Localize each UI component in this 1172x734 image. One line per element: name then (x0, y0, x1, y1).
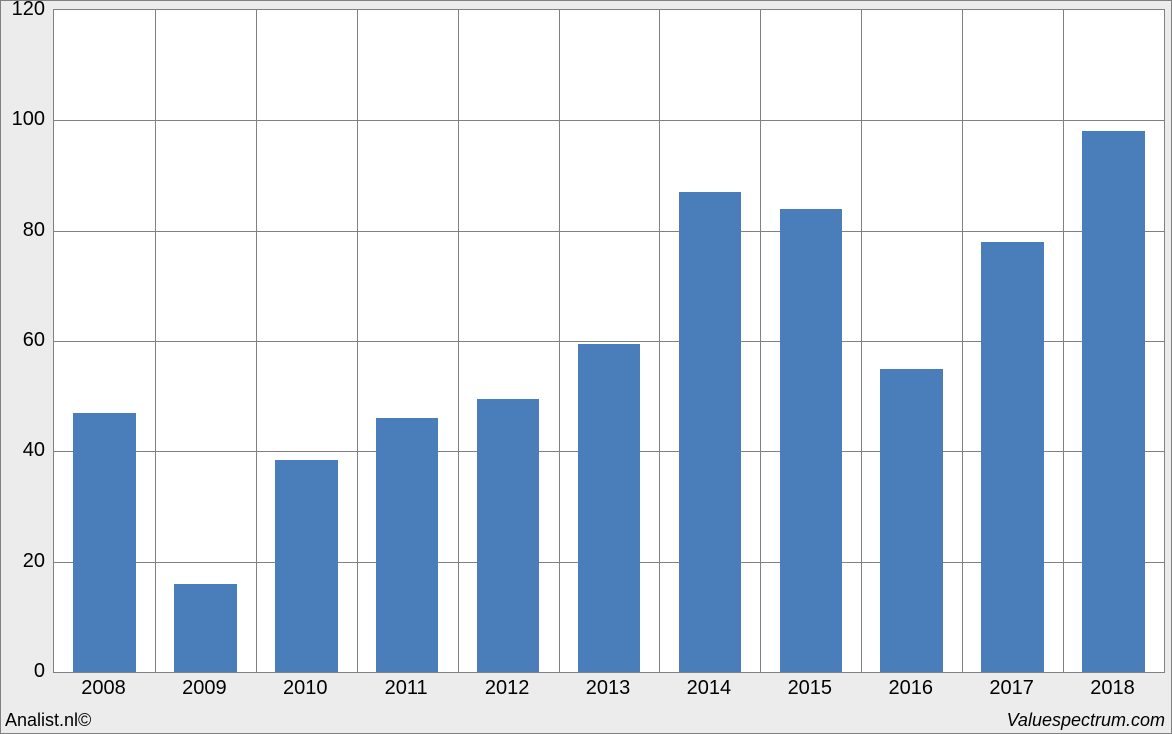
bar (578, 344, 641, 672)
bar (174, 584, 237, 672)
y-tick-label: 0 (1, 660, 45, 683)
bar (477, 399, 540, 672)
gridline-vertical (559, 10, 560, 672)
gridline-vertical (1063, 10, 1064, 672)
gridline-vertical (760, 10, 761, 672)
bar (880, 369, 943, 672)
x-tick-label: 2016 (860, 677, 961, 700)
gridline-vertical (357, 10, 358, 672)
y-tick-label: 60 (1, 329, 45, 352)
y-tick-label: 20 (1, 550, 45, 573)
y-tick-label: 100 (1, 108, 45, 131)
gridline (54, 120, 1164, 121)
bar (780, 209, 843, 672)
gridline-vertical (962, 10, 963, 672)
y-tick-label: 40 (1, 439, 45, 462)
gridline-vertical (256, 10, 257, 672)
gridline-vertical (458, 10, 459, 672)
x-tick-label: 2009 (154, 677, 255, 700)
x-tick-label: 2013 (558, 677, 659, 700)
footer-left-text: Analist.nl© (5, 710, 91, 731)
bar (679, 192, 742, 672)
gridline-vertical (861, 10, 862, 672)
x-tick-label: 2014 (658, 677, 759, 700)
x-tick-label: 2010 (255, 677, 356, 700)
gridline-vertical (659, 10, 660, 672)
x-tick-label: 2012 (457, 677, 558, 700)
bar (981, 242, 1044, 672)
bar (275, 460, 338, 672)
gridline-vertical (155, 10, 156, 672)
x-tick-label: 2017 (961, 677, 1062, 700)
chart-container: 0 20 40 60 80 100 120 200820092010201120122013… (0, 0, 1172, 734)
bar (73, 413, 136, 672)
footer-right-text: Valuespectrum.com (1007, 710, 1165, 731)
gridline (54, 231, 1164, 232)
y-tick-label: 120 (1, 0, 45, 21)
x-tick-label: 2015 (759, 677, 860, 700)
bar (1082, 131, 1145, 672)
x-tick-label: 2008 (53, 677, 154, 700)
plot-area (53, 9, 1165, 673)
x-tick-label: 2011 (356, 677, 457, 700)
y-tick-label: 80 (1, 219, 45, 242)
bar (376, 418, 439, 672)
x-tick-label: 2018 (1062, 677, 1163, 700)
